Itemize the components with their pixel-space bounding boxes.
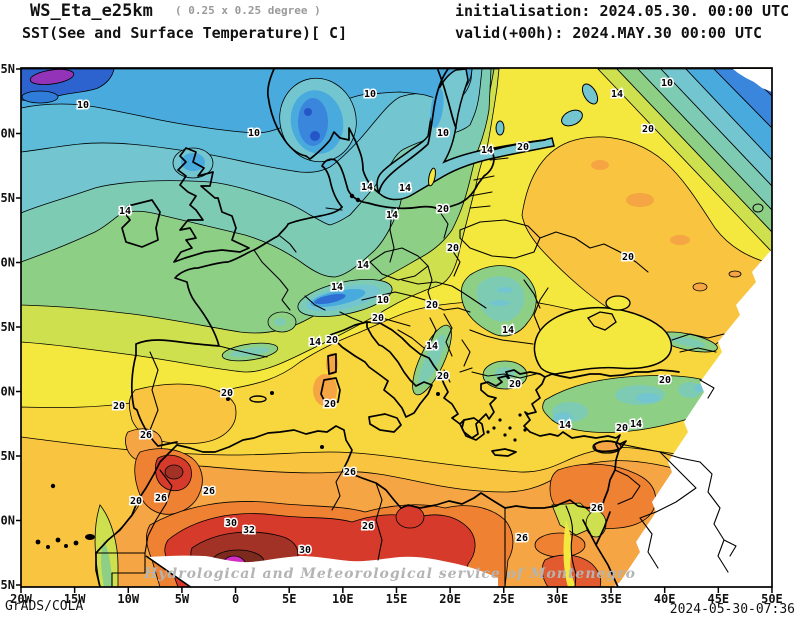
contour-label: 10 — [364, 89, 376, 100]
contour-label: 30 — [225, 518, 237, 529]
contour-label: 14 — [386, 210, 398, 221]
generation-timestamp: 2024-05-30-07:36 — [670, 602, 795, 617]
contour-label: 10 — [248, 128, 260, 139]
contour-label: 10 — [377, 295, 389, 306]
alps-cold-anomaly — [297, 279, 393, 317]
y-axis-label: 35N — [0, 449, 15, 463]
y-axis-label: 40N — [0, 385, 15, 399]
x-axis-label: 25E — [493, 592, 515, 606]
y-axis-label: 30N — [0, 514, 15, 528]
x-axis-label: 15W — [64, 592, 86, 606]
resolution-note: ( 0.25 x 0.25 degree ) — [175, 4, 321, 17]
contour-label: 14 — [559, 420, 571, 431]
contour-label: 14 — [399, 183, 411, 194]
contour-label: 30 — [299, 545, 311, 556]
x-axis-label: 5E — [282, 592, 296, 606]
y-axis-label: 60N — [0, 127, 15, 141]
contour-label: 20 — [517, 142, 529, 153]
model-title: WS_Eta_e25km — [30, 1, 153, 21]
x-axis-label: 30E — [547, 592, 569, 606]
initialisation-line: initialisation: 2024.05.30. 00:00 UTC — [455, 2, 789, 20]
contour-label: 20 — [642, 124, 654, 135]
y-axis-label: 45N — [0, 320, 15, 334]
contour-label: 14 — [361, 182, 373, 193]
grads-credit: GrADS/COLA — [5, 599, 83, 614]
contour-label: 20 — [426, 300, 438, 311]
baltic-sea — [376, 68, 555, 201]
contour-label: 26 — [155, 493, 167, 504]
y-axis: 65N 60N 55N 50N 45N 40N 35N 30N 25N — [0, 62, 21, 592]
x-axis-label: 15E — [386, 592, 408, 606]
model-domain-cutouts — [148, 69, 772, 587]
contour-label: 20 — [113, 401, 125, 412]
black-sea — [533, 306, 673, 375]
x-axis-label: 35E — [600, 592, 622, 606]
x-axis-label: 20W — [10, 592, 32, 606]
contour-label: 20 — [622, 252, 634, 263]
contour-label: 14 — [309, 337, 321, 348]
contour-label: 14 — [481, 145, 493, 156]
contour-label: 14 — [357, 260, 369, 271]
contour-label: 20 — [437, 371, 449, 382]
x-axis-label: 0 — [232, 592, 239, 606]
valid-line: valid(+00h): 2024.MAY.30 00:00 UTC — [455, 24, 762, 42]
y-axis-label: 25N — [0, 578, 15, 592]
contour-label: 26 — [140, 430, 152, 441]
contour-label: 10 — [437, 128, 449, 139]
contour-label: 14 — [426, 341, 438, 352]
contour-label: 14 — [119, 206, 131, 217]
temperature-field — [21, 68, 772, 587]
northeast-cold-wedge — [597, 68, 772, 253]
x-axis-label: 5W — [175, 592, 190, 606]
contour-label: 20 — [326, 335, 338, 346]
contour-label: 20 — [130, 496, 142, 507]
coastlines — [95, 68, 680, 587]
contour-label: 26 — [362, 521, 374, 532]
contour-label: 14 — [502, 325, 514, 336]
carpathians-cold-anomaly — [460, 265, 537, 337]
contour-label: 20 — [509, 379, 521, 390]
contour-label: 20 — [221, 388, 233, 399]
contour-label: 26 — [516, 533, 528, 544]
small-islands — [35, 193, 527, 549]
contour-label: 26 — [344, 467, 356, 478]
watermark: Hydrological and Meteorological service … — [143, 566, 636, 582]
contour-label: 10 — [77, 100, 89, 111]
x-axis-label: 40E — [654, 592, 676, 606]
x-axis-label: 45E — [707, 592, 729, 606]
contour-label: 14 — [630, 419, 642, 430]
contour-label: 20 — [447, 243, 459, 254]
contour-label: 14 — [331, 282, 343, 293]
contour-label: 14 — [611, 89, 623, 100]
contour-label: 10 — [661, 78, 673, 89]
x-axis-label: 50E — [761, 592, 783, 606]
contour-label: 26 — [203, 486, 215, 497]
contour-label: 20 — [324, 399, 336, 410]
x-axis-label: 10W — [117, 592, 139, 606]
contour-label: 32 — [243, 525, 255, 536]
x-axis: 20W 15W 10W 5W 0 5E 10E 15E 20E 25E 30E 35E 40E 45E 50… — [10, 587, 783, 606]
x-axis-label: 20E — [439, 592, 461, 606]
variable-title: SST(See and Surface Temperature)[ C] — [22, 24, 347, 42]
y-axis-label: 50N — [0, 256, 15, 270]
contour-label: 20 — [616, 423, 628, 434]
y-axis-label: 65N — [0, 62, 15, 76]
x-axis-label: 10E — [332, 592, 354, 606]
coldest-purple-blob — [29, 69, 75, 85]
country-borders — [95, 157, 737, 587]
contour-label: 20 — [437, 204, 449, 215]
y-axis-label: 55N — [0, 191, 15, 205]
contour-label: 20 — [372, 313, 384, 324]
contour-label: 26 — [591, 503, 603, 514]
contour-label: 20 — [659, 375, 671, 386]
